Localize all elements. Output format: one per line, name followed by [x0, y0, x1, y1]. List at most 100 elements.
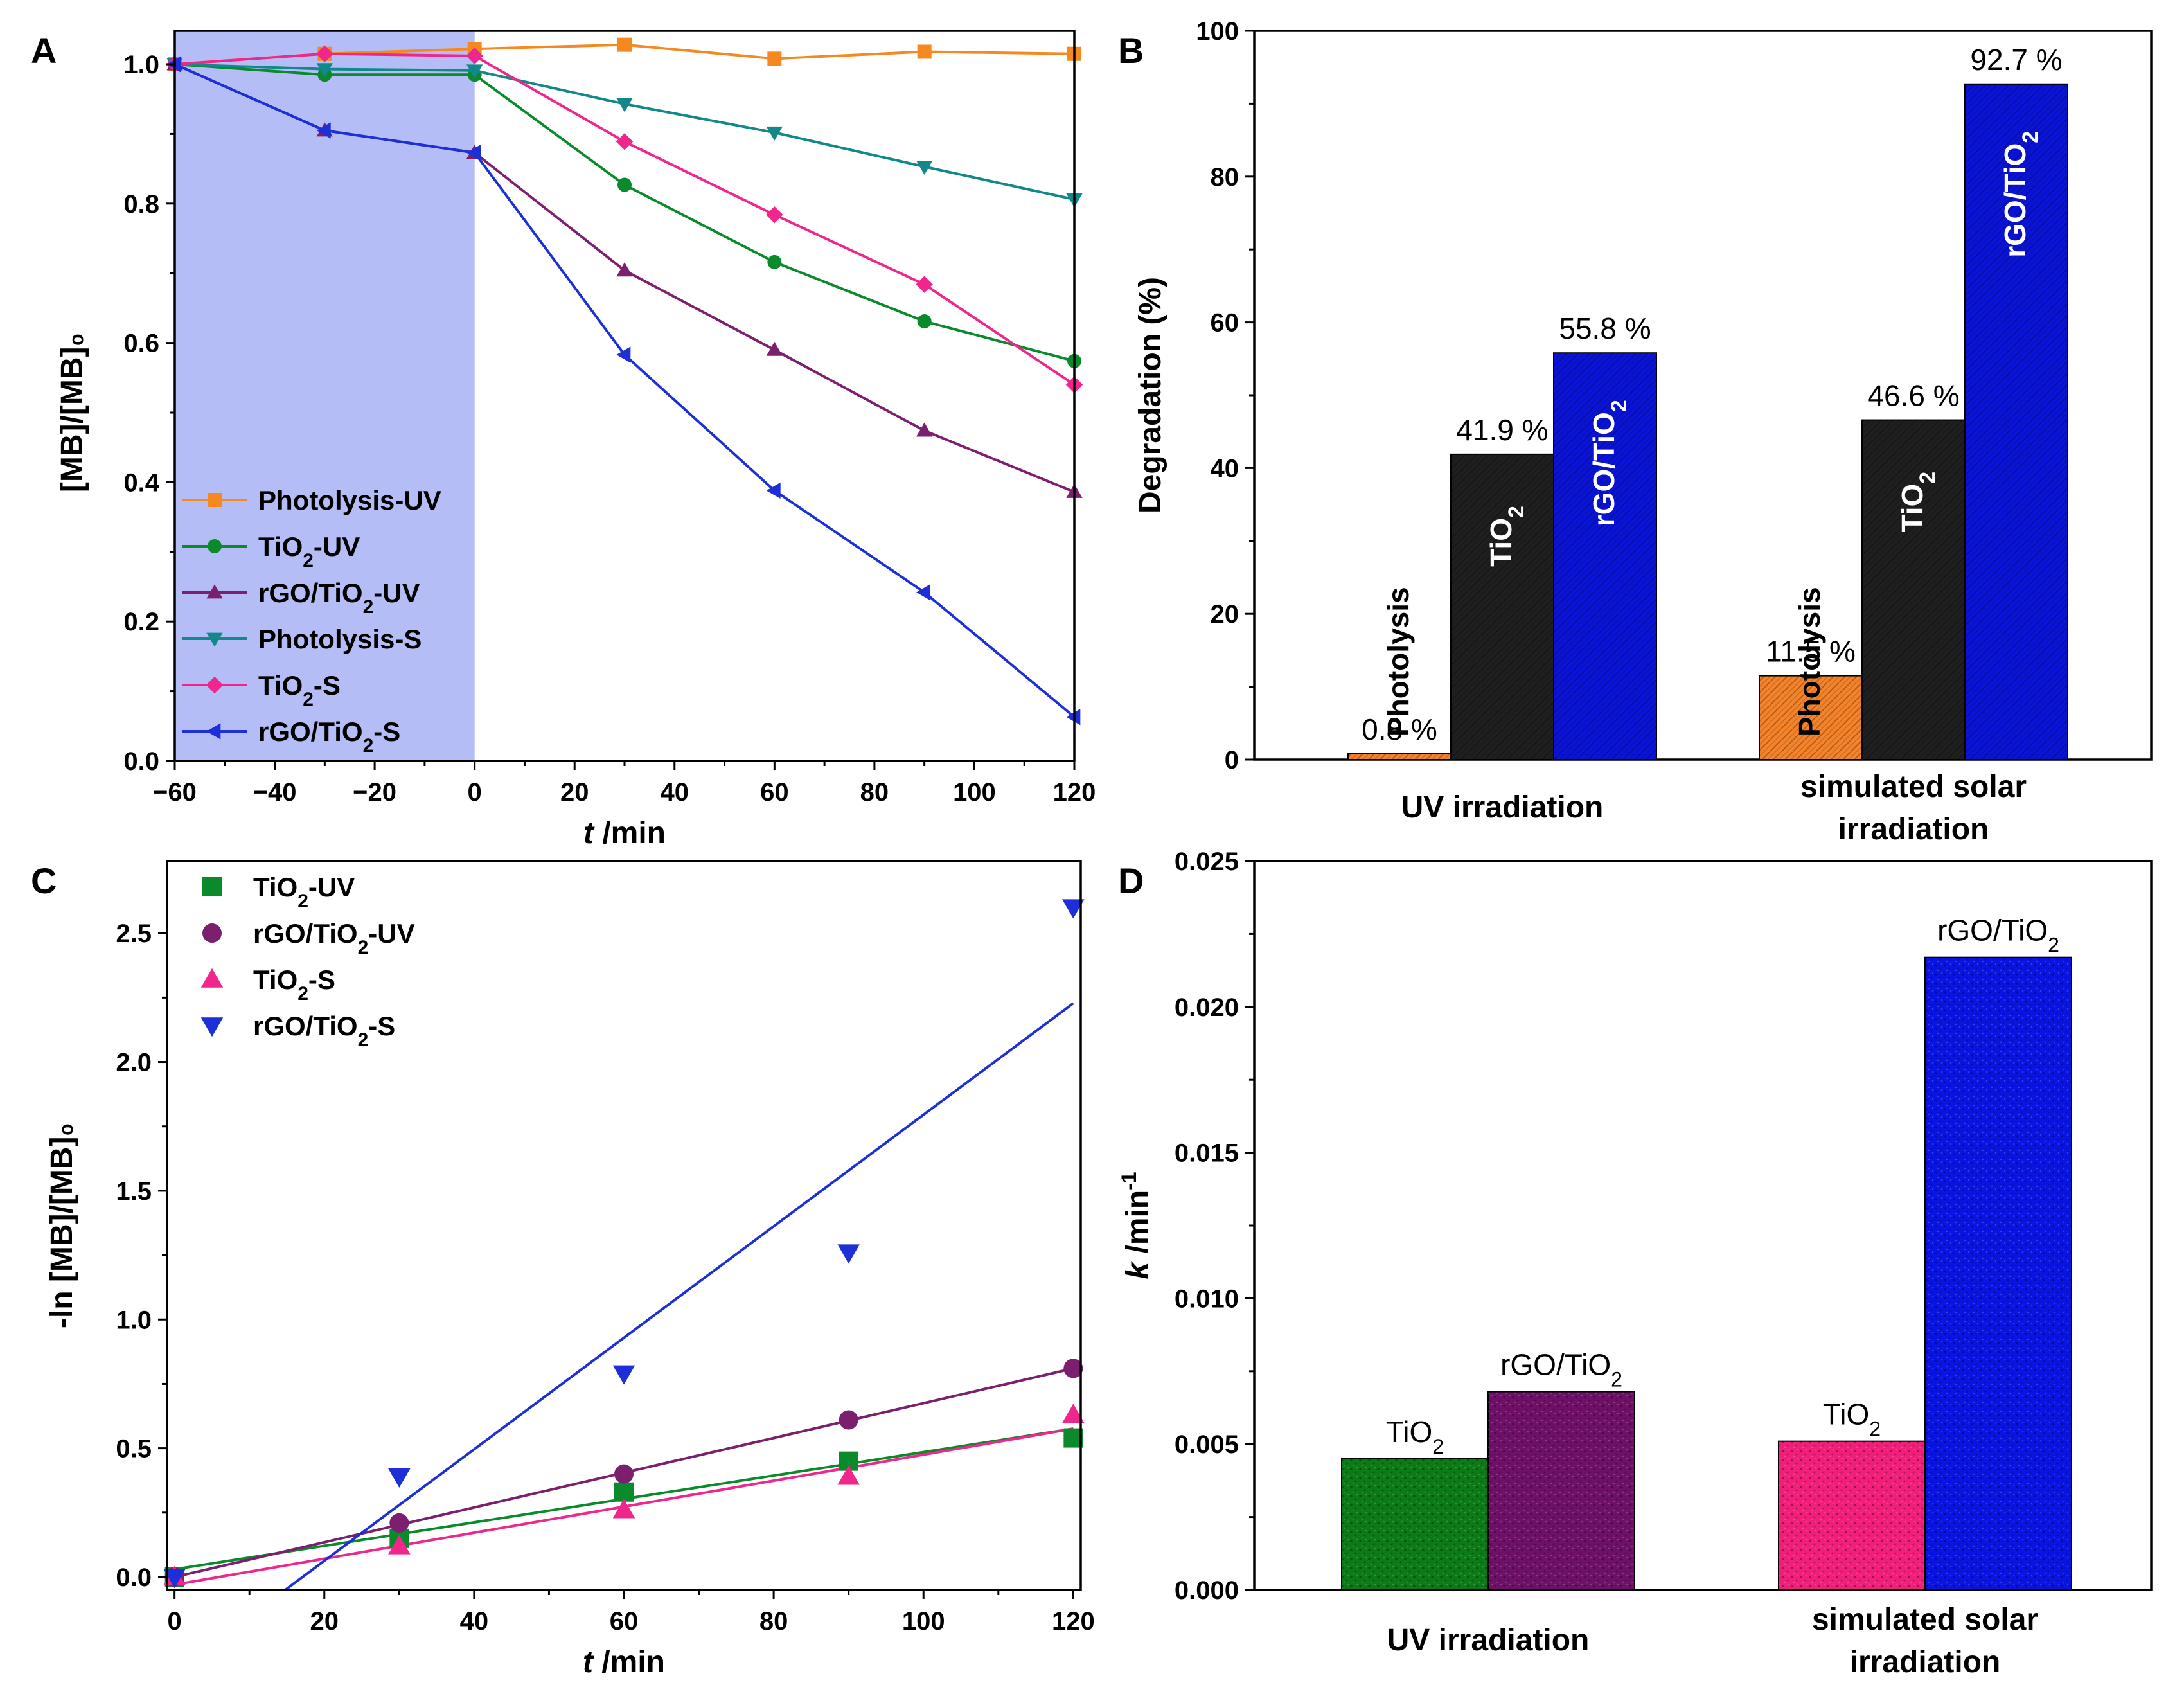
bar-label: TiO2	[1823, 1398, 1881, 1441]
y-tick-label: 100	[1196, 17, 1239, 46]
bar-label: rGO/TiO2	[1937, 914, 2059, 957]
legend-marker-TiO2-UV	[208, 539, 222, 553]
panel-letter-c: C	[31, 860, 57, 901]
bar-texture	[1862, 420, 1965, 760]
group-label: simulated solar	[1800, 770, 2027, 804]
panel-letter-a: A	[31, 30, 57, 71]
bar-value-label: 92.7 %	[1970, 43, 2062, 76]
bar-inside-label: rGO/TiO2	[1998, 131, 2043, 258]
y-tick-label: 60	[1211, 309, 1239, 337]
x-tick-label: 60	[610, 1607, 639, 1636]
group-label: UV irradiation	[1387, 1623, 1590, 1657]
legend-label-Photolysis-S-part: Photolysis-S	[258, 624, 422, 654]
bar-label-part: 2	[2048, 934, 2059, 957]
data-point-rGO/TiO2-S	[163, 1569, 186, 1589]
y-tick-label: 0	[1225, 746, 1239, 774]
data-point-rGO/TiO2-UV	[389, 1513, 409, 1533]
legend-label-rGO/TiO2-S-part: rGO/TiO	[258, 717, 363, 747]
fit-lines	[174, 1002, 1074, 1590]
data-point-rGO/TiO2-UV	[839, 1410, 858, 1430]
x-axis-label-unit: /min	[593, 1645, 665, 1679]
data-point-rGO/TiO2-S	[766, 482, 781, 499]
legend-label-Photolysis-UV: Photolysis-UV	[258, 485, 441, 515]
bar-texture	[1759, 675, 1862, 760]
data-point-Photolysis-S	[766, 126, 783, 141]
x-tick-label: 80	[860, 778, 889, 807]
data-point-rGO/TiO2-S	[616, 346, 631, 363]
x-tick-label: 40	[460, 1607, 489, 1636]
bar-inside-label-part: Photolysis	[1381, 587, 1415, 736]
legend-label-rGO/TiO2-UV-part: rGO/TiO	[258, 578, 363, 608]
group-label: UV irradiation	[1401, 790, 1604, 825]
bar-label-part: TiO	[1823, 1398, 1869, 1431]
data-point-rGO/TiO2-S	[916, 584, 931, 601]
legend-marker-rGO/TiO2-UV	[206, 584, 223, 599]
y-tick-label: 0.6	[123, 330, 159, 358]
legend-label-rGO/TiO2-S: rGO/TiO2-S	[258, 717, 400, 756]
bar-inside-label-part: rGO/TiO	[1587, 412, 1620, 526]
bar-texture	[1554, 353, 1656, 760]
legend-label-rGO/TiO2-UV-part: rGO/TiO	[253, 918, 358, 949]
bar-texture	[1965, 84, 2068, 760]
legend-label-TiO2-UV: TiO2-UV	[253, 872, 355, 912]
y-tick-label: 40	[1211, 454, 1239, 483]
x-tick-label: 40	[661, 778, 689, 807]
data-point-TiO2-S	[466, 47, 483, 65]
y-tick-label: 0.8	[123, 190, 159, 218]
bar-label-part: 2	[1611, 1368, 1622, 1391]
y-tick-label: 2.0	[116, 1049, 152, 1077]
bar-inside-label: Photolysis	[1381, 587, 1415, 736]
y-tick-label: 20	[1211, 600, 1239, 629]
bar-texture	[1925, 957, 2072, 1590]
legend-marker-Photolysis-UV	[208, 493, 222, 507]
group-label: irradiation	[1850, 1645, 2001, 1679]
y-axis-label: [MB]/[MB]₀	[55, 333, 89, 492]
legend-label-TiO2-UV: TiO2-UV	[258, 531, 360, 571]
bar-inside-label-part: 2	[1915, 472, 1940, 484]
x-tick-label: 120	[1052, 1607, 1095, 1636]
bar-texture	[1451, 454, 1554, 760]
bar-inside-label-part: 2	[1504, 506, 1529, 518]
data-point-Photolysis-UV	[767, 51, 782, 66]
bar-texture	[1342, 1458, 1488, 1590]
y-tick-label: 0.010	[1175, 1285, 1239, 1313]
y-tick-label: 0.025	[1175, 848, 1239, 876]
legend-label-rGO/TiO2-S-part: 2	[363, 735, 374, 756]
legend-label-TiO2-S-part: 2	[297, 983, 308, 1004]
x-axis-label: t /min	[583, 1645, 665, 1679]
y-tick-label: 0.015	[1175, 1139, 1239, 1168]
legend-label-TiO2-S-part: -S	[314, 670, 341, 700]
panel-letter-d: D	[1118, 860, 1144, 901]
data-point-TiO2-S	[616, 133, 634, 150]
panel-a: −60 −40 −20 0 20 40 60 80 100 120 0.0 0.2 0.4 0.6 0.8 1…	[31, 30, 1096, 850]
bar-texture	[1488, 1391, 1635, 1590]
y-tick-label: 0.5	[116, 1435, 152, 1463]
bar-inside-label-part: TiO	[1895, 484, 1929, 533]
legend-label-Photolysis-UV-part: Photolysis-UV	[258, 485, 441, 515]
bar-inside-label: TiO2	[1895, 472, 1940, 533]
data-point-rGO/TiO2-UV	[1063, 1359, 1083, 1378]
legend-label-TiO2-S-part: TiO	[253, 965, 297, 995]
x-tick-label: −60	[153, 778, 197, 807]
x-tick-label: 100	[902, 1607, 945, 1636]
legend-label-TiO2-S: TiO2-S	[258, 670, 341, 710]
bar-value-label: 11.5 %	[1766, 635, 1856, 668]
legend-label-rGO/TiO2-UV-part: -UV	[373, 578, 420, 608]
x-tick-label: 80	[759, 1607, 788, 1636]
data-point-rGO/TiO2-UV	[916, 422, 933, 437]
legend-label-TiO2-S-part: -S	[308, 965, 335, 995]
legend-marker-TiO2-S	[206, 676, 224, 694]
legend-label-TiO2-UV-part: TiO	[258, 531, 303, 562]
bar-label: TiO2	[1386, 1415, 1444, 1458]
data-point-rGO/TiO2-S	[388, 1468, 411, 1488]
data-point-rGO/TiO2-UV	[766, 341, 783, 356]
x-tick-label: 60	[760, 778, 789, 807]
legend-label-rGO/TiO2-UV-part: 2	[363, 596, 374, 618]
group-label: simulated solar	[1812, 1603, 2038, 1637]
legend-marker-Photolysis-S	[206, 632, 223, 647]
data-point-TiO2-S	[316, 45, 333, 62]
x-tick-label: −20	[353, 778, 396, 807]
legend-label-TiO2-UV-part: 2	[303, 550, 314, 571]
y-tick-label: 80	[1211, 163, 1239, 192]
